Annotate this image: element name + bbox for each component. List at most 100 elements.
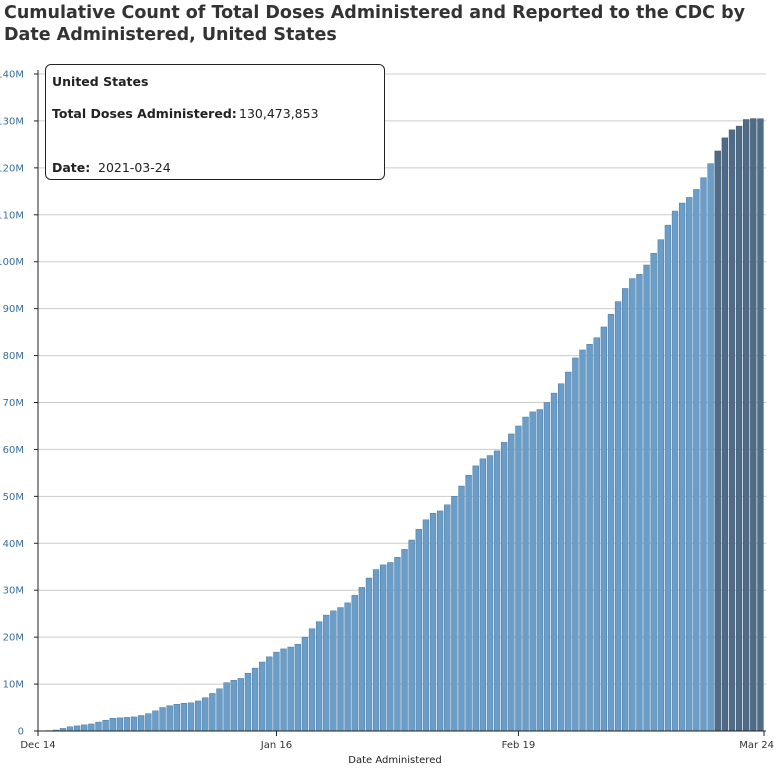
bar[interactable]	[401, 549, 408, 732]
bar[interactable]	[451, 496, 458, 732]
bar[interactable]	[750, 118, 757, 732]
bar[interactable]	[479, 458, 487, 732]
bar[interactable]	[714, 150, 721, 732]
bar[interactable]	[138, 715, 145, 732]
bar[interactable]	[194, 700, 202, 732]
bar[interactable]	[543, 402, 551, 732]
bar[interactable]	[123, 717, 131, 732]
bar[interactable]	[643, 264, 650, 732]
bar[interactable]	[515, 425, 522, 732]
bar[interactable]	[237, 678, 245, 732]
bar[interactable]	[323, 614, 330, 732]
bar[interactable]	[180, 703, 188, 732]
bar[interactable]	[415, 528, 422, 732]
bar[interactable]	[95, 721, 102, 732]
bar[interactable]	[536, 409, 543, 732]
bar[interactable]	[565, 371, 572, 732]
bar[interactable]	[244, 673, 252, 732]
bar[interactable]	[586, 344, 593, 732]
bar[interactable]	[636, 274, 643, 732]
bar[interactable]	[486, 455, 494, 732]
bar[interactable]	[109, 718, 116, 732]
bar[interactable]	[408, 539, 415, 732]
bar[interactable]	[721, 137, 729, 732]
bar[interactable]	[166, 705, 173, 732]
bar[interactable]	[664, 224, 672, 732]
bar[interactable]	[223, 682, 230, 732]
bar[interactable]	[743, 119, 750, 732]
bar[interactable]	[351, 595, 358, 732]
bar[interactable]	[130, 716, 138, 732]
bar[interactable]	[159, 707, 166, 732]
bar[interactable]	[707, 163, 714, 732]
bar[interactable]	[557, 383, 565, 732]
bar[interactable]	[728, 129, 736, 732]
bar[interactable]	[344, 602, 351, 732]
bar[interactable]	[273, 651, 280, 732]
bar[interactable]	[429, 513, 437, 732]
bar[interactable]	[102, 719, 109, 732]
bar[interactable]	[330, 610, 337, 732]
bar[interactable]	[757, 118, 764, 732]
chart-title: Cumulative Count of Total Doses Administ…	[4, 3, 746, 45]
bar[interactable]	[173, 704, 180, 732]
bar[interactable]	[522, 416, 529, 732]
bar[interactable]	[700, 177, 707, 732]
bar[interactable]	[202, 697, 209, 732]
bar[interactable]	[422, 519, 430, 732]
bar[interactable]	[251, 667, 259, 732]
bar[interactable]	[145, 713, 152, 732]
bar[interactable]	[657, 239, 664, 732]
bar[interactable]	[315, 621, 323, 732]
bar[interactable]	[287, 646, 294, 732]
bar[interactable]	[230, 680, 237, 732]
bar[interactable]	[66, 726, 74, 732]
bar[interactable]	[508, 433, 515, 732]
bar[interactable]	[550, 392, 558, 732]
bar[interactable]	[358, 587, 366, 732]
bar[interactable]	[607, 314, 615, 732]
bar[interactable]	[294, 643, 301, 732]
bar[interactable]	[465, 474, 472, 732]
bar[interactable]	[280, 648, 287, 732]
bar[interactable]	[678, 202, 686, 732]
bar[interactable]	[472, 465, 479, 732]
bar[interactable]	[693, 189, 700, 732]
bar[interactable]	[380, 564, 387, 732]
bar[interactable]	[572, 357, 579, 732]
bar[interactable]	[301, 636, 309, 732]
bar[interactable]	[436, 510, 444, 732]
bar[interactable]	[308, 628, 316, 732]
bar[interactable]	[629, 278, 636, 732]
bar[interactable]	[187, 702, 195, 732]
bar[interactable]	[394, 557, 401, 732]
bar[interactable]	[458, 485, 465, 732]
bar[interactable]	[501, 442, 508, 732]
bar[interactable]	[152, 710, 159, 732]
bar[interactable]	[593, 337, 600, 732]
bar[interactable]	[73, 725, 81, 732]
bar[interactable]	[529, 411, 536, 732]
bar[interactable]	[622, 288, 629, 732]
bar[interactable]	[88, 723, 95, 732]
bar[interactable]	[444, 504, 451, 732]
bar[interactable]	[266, 656, 273, 732]
bar[interactable]	[209, 693, 216, 732]
bar[interactable]	[686, 197, 693, 732]
bar[interactable]	[259, 661, 266, 732]
bar[interactable]	[81, 724, 88, 732]
bar[interactable]	[735, 125, 743, 732]
bar[interactable]	[216, 688, 223, 732]
tooltip-date-label: Date:	[52, 160, 91, 175]
bar[interactable]	[579, 349, 586, 732]
bar[interactable]	[387, 562, 394, 732]
bar[interactable]	[671, 210, 679, 732]
bar[interactable]	[493, 450, 501, 732]
bar[interactable]	[337, 607, 344, 732]
bar[interactable]	[600, 326, 608, 732]
bar[interactable]	[372, 569, 380, 732]
bar[interactable]	[365, 577, 373, 732]
bar[interactable]	[116, 717, 124, 732]
bar[interactable]	[614, 301, 622, 732]
bar[interactable]	[650, 253, 657, 732]
